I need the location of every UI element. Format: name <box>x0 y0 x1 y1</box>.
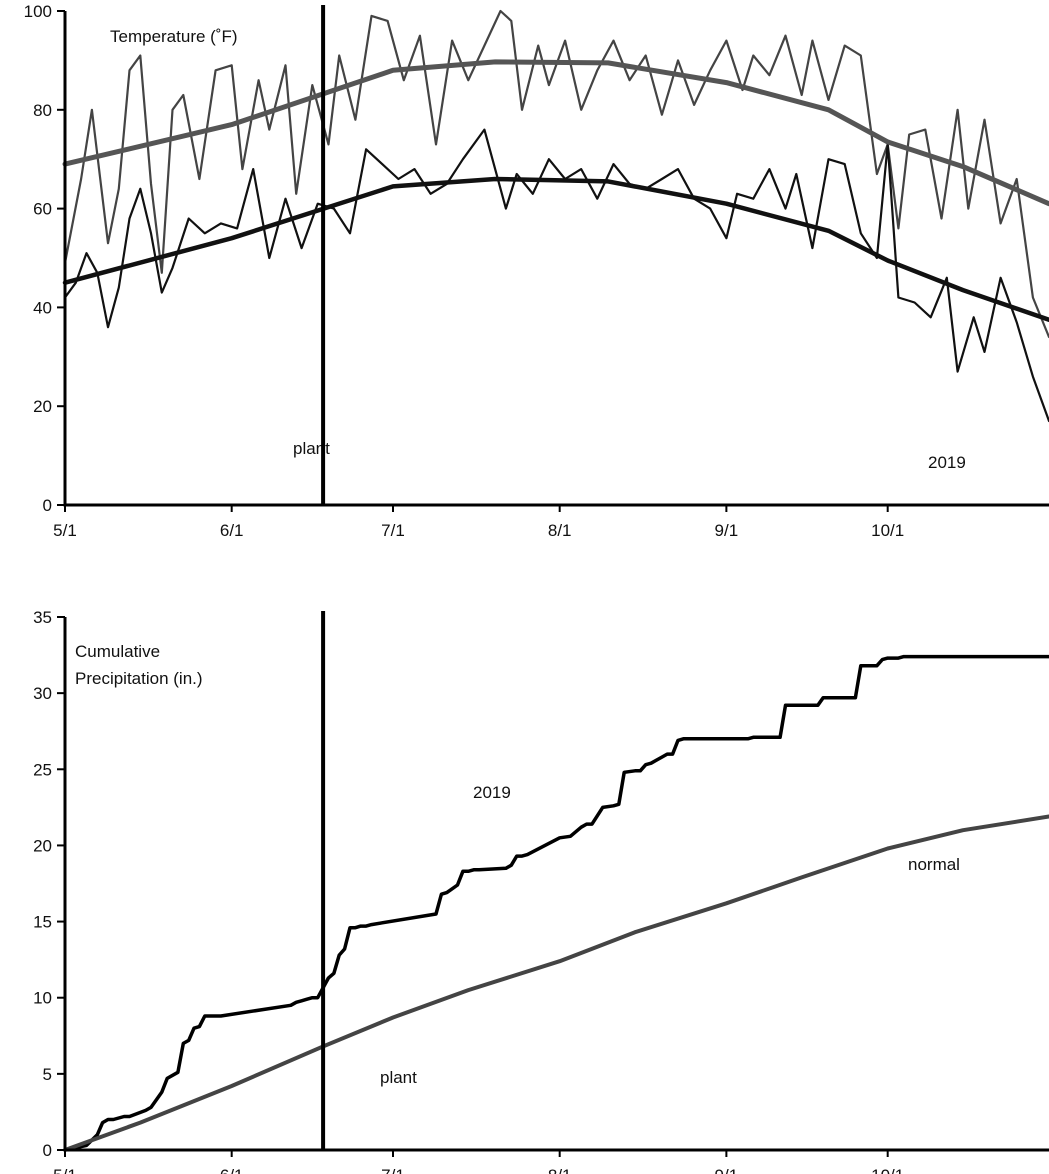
precipitation-x-tick-label: 7/1 <box>381 1166 405 1174</box>
temperature-x-tick-label: 9/1 <box>715 521 739 540</box>
precipitation-x-tick-label: 10/1 <box>871 1166 904 1174</box>
precipitation-chart-title-line-1: Cumulative <box>75 642 160 661</box>
precipitation-x-tick-label: 5/1 <box>53 1166 77 1174</box>
temperature-chart-title: Temperature (˚F) <box>110 27 238 46</box>
precipitation-x-tick-label: 9/1 <box>715 1166 739 1174</box>
temperature-y-tick-label: 80 <box>33 101 52 120</box>
temperature-chart: Temperature (˚F) plant 2019 0 20 40 60 80 100… <box>24 2 1049 540</box>
temperature-x-tick-label: 5/1 <box>53 521 77 540</box>
precipitation-y-tick-label: 30 <box>33 684 52 703</box>
temperature-plant-label: plant <box>293 439 330 458</box>
precipitation-year-label: 2019 <box>473 783 511 802</box>
precipitation-y-tick-label: 15 <box>33 913 52 932</box>
precipitation-series-2019 <box>63 654 1049 1152</box>
temperature-series-normal-high <box>62 59 1049 207</box>
precipitation-normal-label: normal <box>908 855 960 874</box>
temperature-y-tick-label: 60 <box>33 200 52 219</box>
temperature-series-daily-high <box>63 9 1049 339</box>
precipitation-y-tick-label: 35 <box>33 608 52 627</box>
precipitation-y-tick-label: 5 <box>43 1065 52 1084</box>
temperature-series-daily-low <box>63 128 1049 423</box>
temperature-x-tick-label: 6/1 <box>220 521 244 540</box>
temperature-y-tick-label: 0 <box>43 496 52 515</box>
precipitation-plant-label: plant <box>380 1068 417 1087</box>
temperature-y-tick-label: 100 <box>24 2 52 21</box>
precipitation-y-tick-label: 20 <box>33 836 52 855</box>
temperature-y-tick-label: 40 <box>33 298 52 317</box>
precipitation-y-tick-label: 25 <box>33 760 52 779</box>
temperature-x-tick-label: 7/1 <box>381 521 405 540</box>
temperature-x-tick-label: 8/1 <box>548 521 572 540</box>
precipitation-x-tick-label: 8/1 <box>548 1166 572 1174</box>
temperature-x-tick-label: 10/1 <box>871 521 904 540</box>
temperature-year-label: 2019 <box>928 453 966 472</box>
precipitation-chart: Cumulative Precipitation (in.) 2019 norm… <box>33 608 1049 1174</box>
precipitation-chart-title-line-2: Precipitation (in.) <box>75 669 203 688</box>
temperature-y-tick-label: 20 <box>33 397 52 416</box>
precipitation-series-normal <box>63 814 1049 1152</box>
precipitation-x-tick-label: 6/1 <box>220 1166 244 1174</box>
temperature-series-normal-low <box>62 176 1049 323</box>
precipitation-y-tick-label: 10 <box>33 989 52 1008</box>
precipitation-y-tick-label: 0 <box>43 1141 52 1160</box>
